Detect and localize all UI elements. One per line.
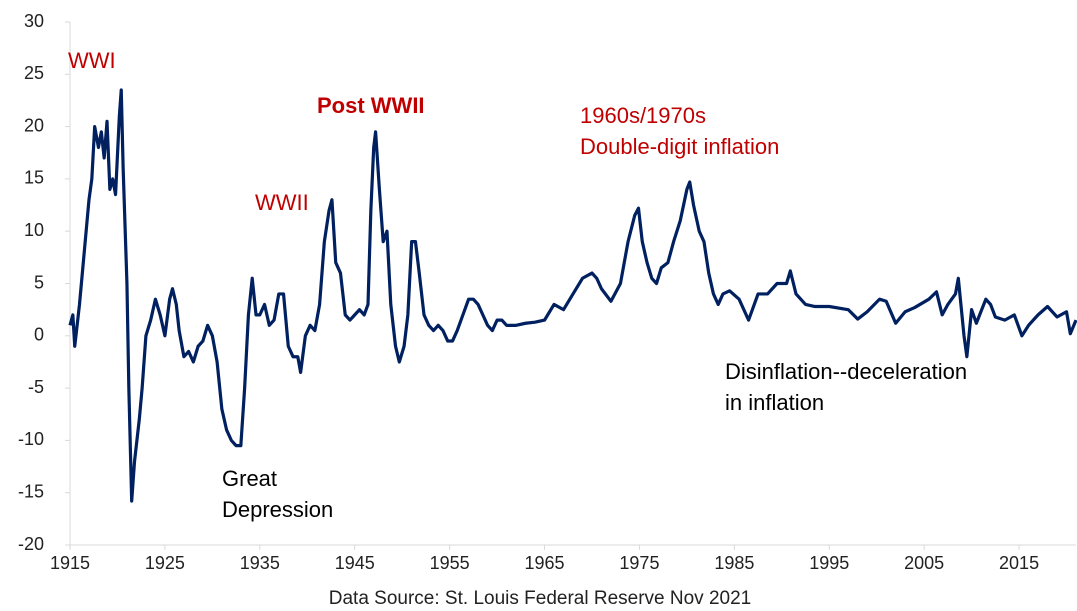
y-tick-label: 20 <box>24 115 44 135</box>
y-tick-label: -10 <box>18 429 44 449</box>
y-tick-label: 30 <box>24 11 44 31</box>
y-tick-label: 5 <box>34 272 44 292</box>
annotation: Great <box>222 466 277 491</box>
x-tick-label: 1925 <box>145 553 185 573</box>
y-tick-label: -5 <box>28 377 44 397</box>
x-tick-label: 2005 <box>904 553 944 573</box>
y-tick-label: 10 <box>24 220 44 240</box>
x-tick-label: 1915 <box>50 553 90 573</box>
annotation: in inflation <box>725 390 824 415</box>
annotation: 1960s/1970s <box>580 103 706 128</box>
x-tick-label: 2015 <box>999 553 1039 573</box>
x-tick-label: 1935 <box>240 553 280 573</box>
line <box>68 88 1077 503</box>
x-tick-label: 1975 <box>619 553 659 573</box>
annotation: WWI <box>68 48 116 73</box>
y-tick-label: -20 <box>18 534 44 554</box>
x-tick-label: 1955 <box>430 553 470 573</box>
x-tick-label: 1995 <box>809 553 849 573</box>
annotation: Double-digit inflation <box>580 134 779 159</box>
y-tick-label: 15 <box>24 168 44 188</box>
annotation: Disinflation--deceleration <box>725 359 967 384</box>
y-tick-label: -15 <box>18 481 44 501</box>
x-tick-label: 1945 <box>335 553 375 573</box>
annotation: Post WWII <box>317 93 425 118</box>
caption: Data Source: St. Louis Federal Reserve N… <box>329 588 751 609</box>
annotation: Depression <box>222 497 333 522</box>
y-tick-label: 25 <box>24 63 44 83</box>
y-tick-label: 0 <box>34 325 44 345</box>
x-tick-label: 1985 <box>714 553 754 573</box>
annotation: WWII <box>255 190 309 215</box>
x-tick-label: 1965 <box>525 553 565 573</box>
